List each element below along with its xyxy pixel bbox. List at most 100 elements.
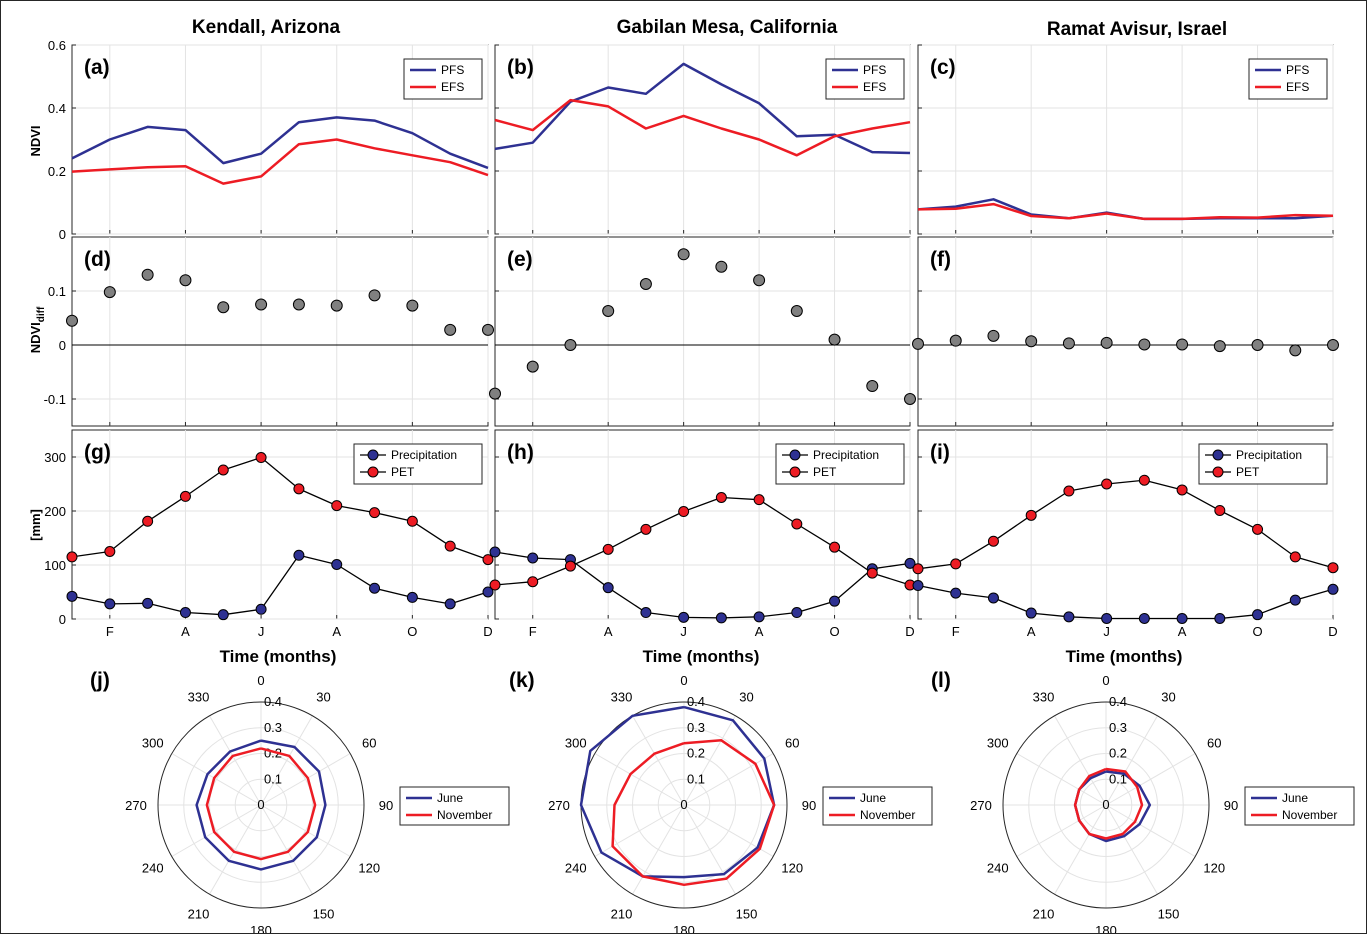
polar-radius-label: 0.2: [687, 746, 705, 761]
legend-label-pfs: PFS: [441, 63, 464, 77]
polar-angle-label: 0: [680, 673, 687, 688]
polar-angle-label: 120: [781, 861, 803, 876]
point-precipitation: [406, 591, 418, 603]
polar-spoke: [260, 753, 351, 806]
diff-point: [526, 360, 539, 373]
panel-j: 030609012015018021024027030033000.10.20.…: [90, 669, 510, 934]
polar-angle-label: 120: [358, 861, 380, 876]
point-precipitation: [444, 598, 456, 610]
polar-spoke: [260, 804, 351, 857]
polar-radius-label: 0: [257, 797, 264, 812]
point-pet: [482, 554, 494, 566]
diff-point: [292, 298, 305, 311]
panel-g-ytick-label: 300: [44, 450, 66, 465]
panel-h-xtick-label: A: [755, 624, 764, 639]
series-line-efs: [71, 138, 489, 185]
polar-angle-label: 30: [739, 690, 753, 705]
diff-point: [753, 274, 766, 287]
polar-angle-label: 330: [1033, 690, 1055, 705]
panel-d-frame: [71, 236, 489, 427]
point-precipitation: [255, 603, 267, 615]
point-precipitation: [293, 549, 305, 561]
polar-spoke: [209, 804, 262, 895]
legend-label-june: June: [860, 791, 886, 805]
point-pet: [66, 551, 78, 563]
polar-angle-label: 180: [673, 923, 695, 934]
point-pet: [1063, 485, 1075, 497]
point-pet: [866, 567, 878, 579]
polar-outer-ring: [1002, 701, 1210, 909]
point-precipitation: [527, 552, 539, 564]
polar-radius-label: 0.1: [1109, 771, 1127, 786]
legend-label-pfs: PFS: [863, 63, 886, 77]
polar-spoke: [1054, 804, 1107, 895]
panel-g-xtick-label: A: [332, 624, 341, 639]
point-precipitation: [331, 558, 343, 570]
panel-g-xtick-label: D: [483, 624, 492, 639]
panel-h-label: (h): [507, 441, 534, 464]
point-pet: [829, 541, 841, 553]
legend-box: [399, 786, 510, 826]
panel-i-xtick-label: J: [1103, 624, 1110, 639]
polar-spoke: [683, 753, 774, 806]
polar-radius-label: 0.3: [687, 720, 705, 735]
diff-point: [602, 304, 615, 317]
diff-point: [1138, 338, 1151, 351]
polar-spoke: [1016, 753, 1107, 806]
polar-angle-label: 330: [611, 690, 633, 705]
point-precipitation: [66, 590, 78, 602]
polar-angle-label: 0: [257, 673, 264, 688]
polar-radius-label: 0.1: [687, 771, 705, 786]
polar-radius-label: 0.4: [1109, 694, 1127, 709]
point-precipitation: [1214, 612, 1226, 624]
polar-angle-label: 330: [188, 690, 210, 705]
diff-point: [912, 337, 924, 350]
polar-spoke: [683, 715, 736, 806]
diff-point: [639, 277, 652, 290]
xlabel-col1: Time (months): [220, 647, 337, 666]
point-pet: [527, 576, 539, 588]
point-pet: [1289, 551, 1301, 563]
point-precipitation: [1176, 612, 1188, 624]
diff-point: [1100, 336, 1113, 349]
panel-e-label: (e): [507, 248, 533, 271]
legend-marker-pet: [789, 466, 801, 478]
polar-angle-label: 90: [1224, 798, 1238, 813]
polar-radius-label: 0: [680, 797, 687, 812]
panel-g-xtick-label: O: [407, 624, 417, 639]
legend-label-pet: PET: [1236, 465, 1260, 479]
legend-label-pet: PET: [391, 465, 415, 479]
point-pet: [406, 515, 418, 527]
polar-angle-label: 30: [1161, 690, 1175, 705]
diff-point: [1062, 337, 1075, 350]
polar-outer-ring: [157, 701, 365, 909]
point-precipitation: [1327, 583, 1339, 595]
panel-g-xtick-label: F: [106, 624, 114, 639]
panel-f-label: (f): [930, 248, 951, 271]
polar-angle-label: 150: [736, 906, 758, 921]
panel-g-label: (g): [84, 441, 111, 464]
series-line-efs: [917, 202, 1334, 221]
panel-c-label: (c): [930, 56, 956, 79]
polar-angle-label: 210: [188, 906, 210, 921]
panel-d: -0.1 0 0.1 (d): [44, 236, 494, 427]
point-pet: [217, 464, 229, 476]
diff-point: [368, 289, 381, 302]
panel-g-ytick-label: 100: [44, 558, 66, 573]
panel-f: (f): [912, 236, 1339, 427]
diff-point: [103, 286, 116, 299]
polar-radius-label: 0.3: [1109, 720, 1127, 735]
ylabel-mm: [mm]: [28, 509, 43, 541]
series-line-november: [1073, 767, 1144, 840]
panel-e: (e): [489, 236, 916, 427]
diff-point: [1025, 335, 1038, 348]
polar-angle-label: 300: [565, 736, 587, 751]
panel-i-xtick-label: D: [1328, 624, 1337, 639]
polar-spoke: [1105, 804, 1196, 857]
panel-a-ytick-label: 0: [59, 227, 66, 242]
legend-label-pet: PET: [813, 465, 837, 479]
diff-point: [141, 268, 154, 281]
polar-angle-label: 300: [987, 736, 1009, 751]
polar-radius-label: 0.2: [1109, 746, 1127, 761]
legend-marker-pet: [367, 466, 379, 478]
